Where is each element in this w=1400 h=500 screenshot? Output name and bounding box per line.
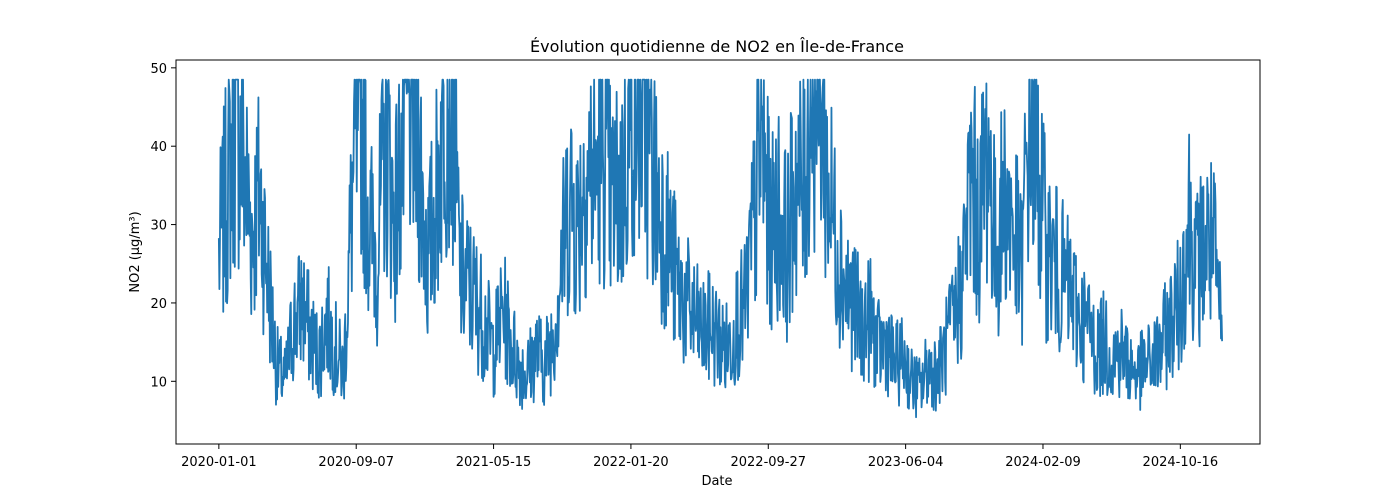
x-tick-label-1: 2020-09-07 bbox=[318, 455, 394, 470]
y-axis-label: NO2 (µg/m³) bbox=[128, 211, 143, 292]
chart-title: Évolution quotidienne de NO2 en Île-de-F… bbox=[530, 37, 904, 56]
y-tick-label-4: 50 bbox=[150, 62, 167, 77]
x-tick-label-6: 2024-02-09 bbox=[1005, 455, 1081, 470]
x-tick-label-3: 2022-01-20 bbox=[593, 455, 669, 470]
x-axis-label: Date bbox=[701, 474, 732, 489]
y-tick-label-2: 30 bbox=[150, 219, 167, 234]
y-tick-label-3: 40 bbox=[150, 140, 167, 155]
y-axis: 10 20 30 40 50 bbox=[150, 62, 176, 390]
plot-area bbox=[217, 78, 1223, 419]
x-tick-label-7: 2024-10-16 bbox=[1143, 455, 1219, 470]
plot-frame bbox=[175, 59, 1261, 445]
x-tick-label-2: 2021-05-15 bbox=[456, 455, 532, 470]
x-tick-label-0: 2020-01-01 bbox=[181, 455, 257, 470]
x-axis: 2020-01-01 2020-09-07 2021-05-15 2022-01-20… bbox=[181, 444, 1218, 470]
x-tick-label-4: 2022-09-27 bbox=[730, 455, 806, 470]
y-tick-label-1: 20 bbox=[150, 297, 167, 312]
no2-series-line bbox=[217, 78, 1223, 419]
x-tick-label-5: 2023-06-04 bbox=[868, 455, 944, 470]
y-tick-label-0: 10 bbox=[150, 375, 167, 390]
